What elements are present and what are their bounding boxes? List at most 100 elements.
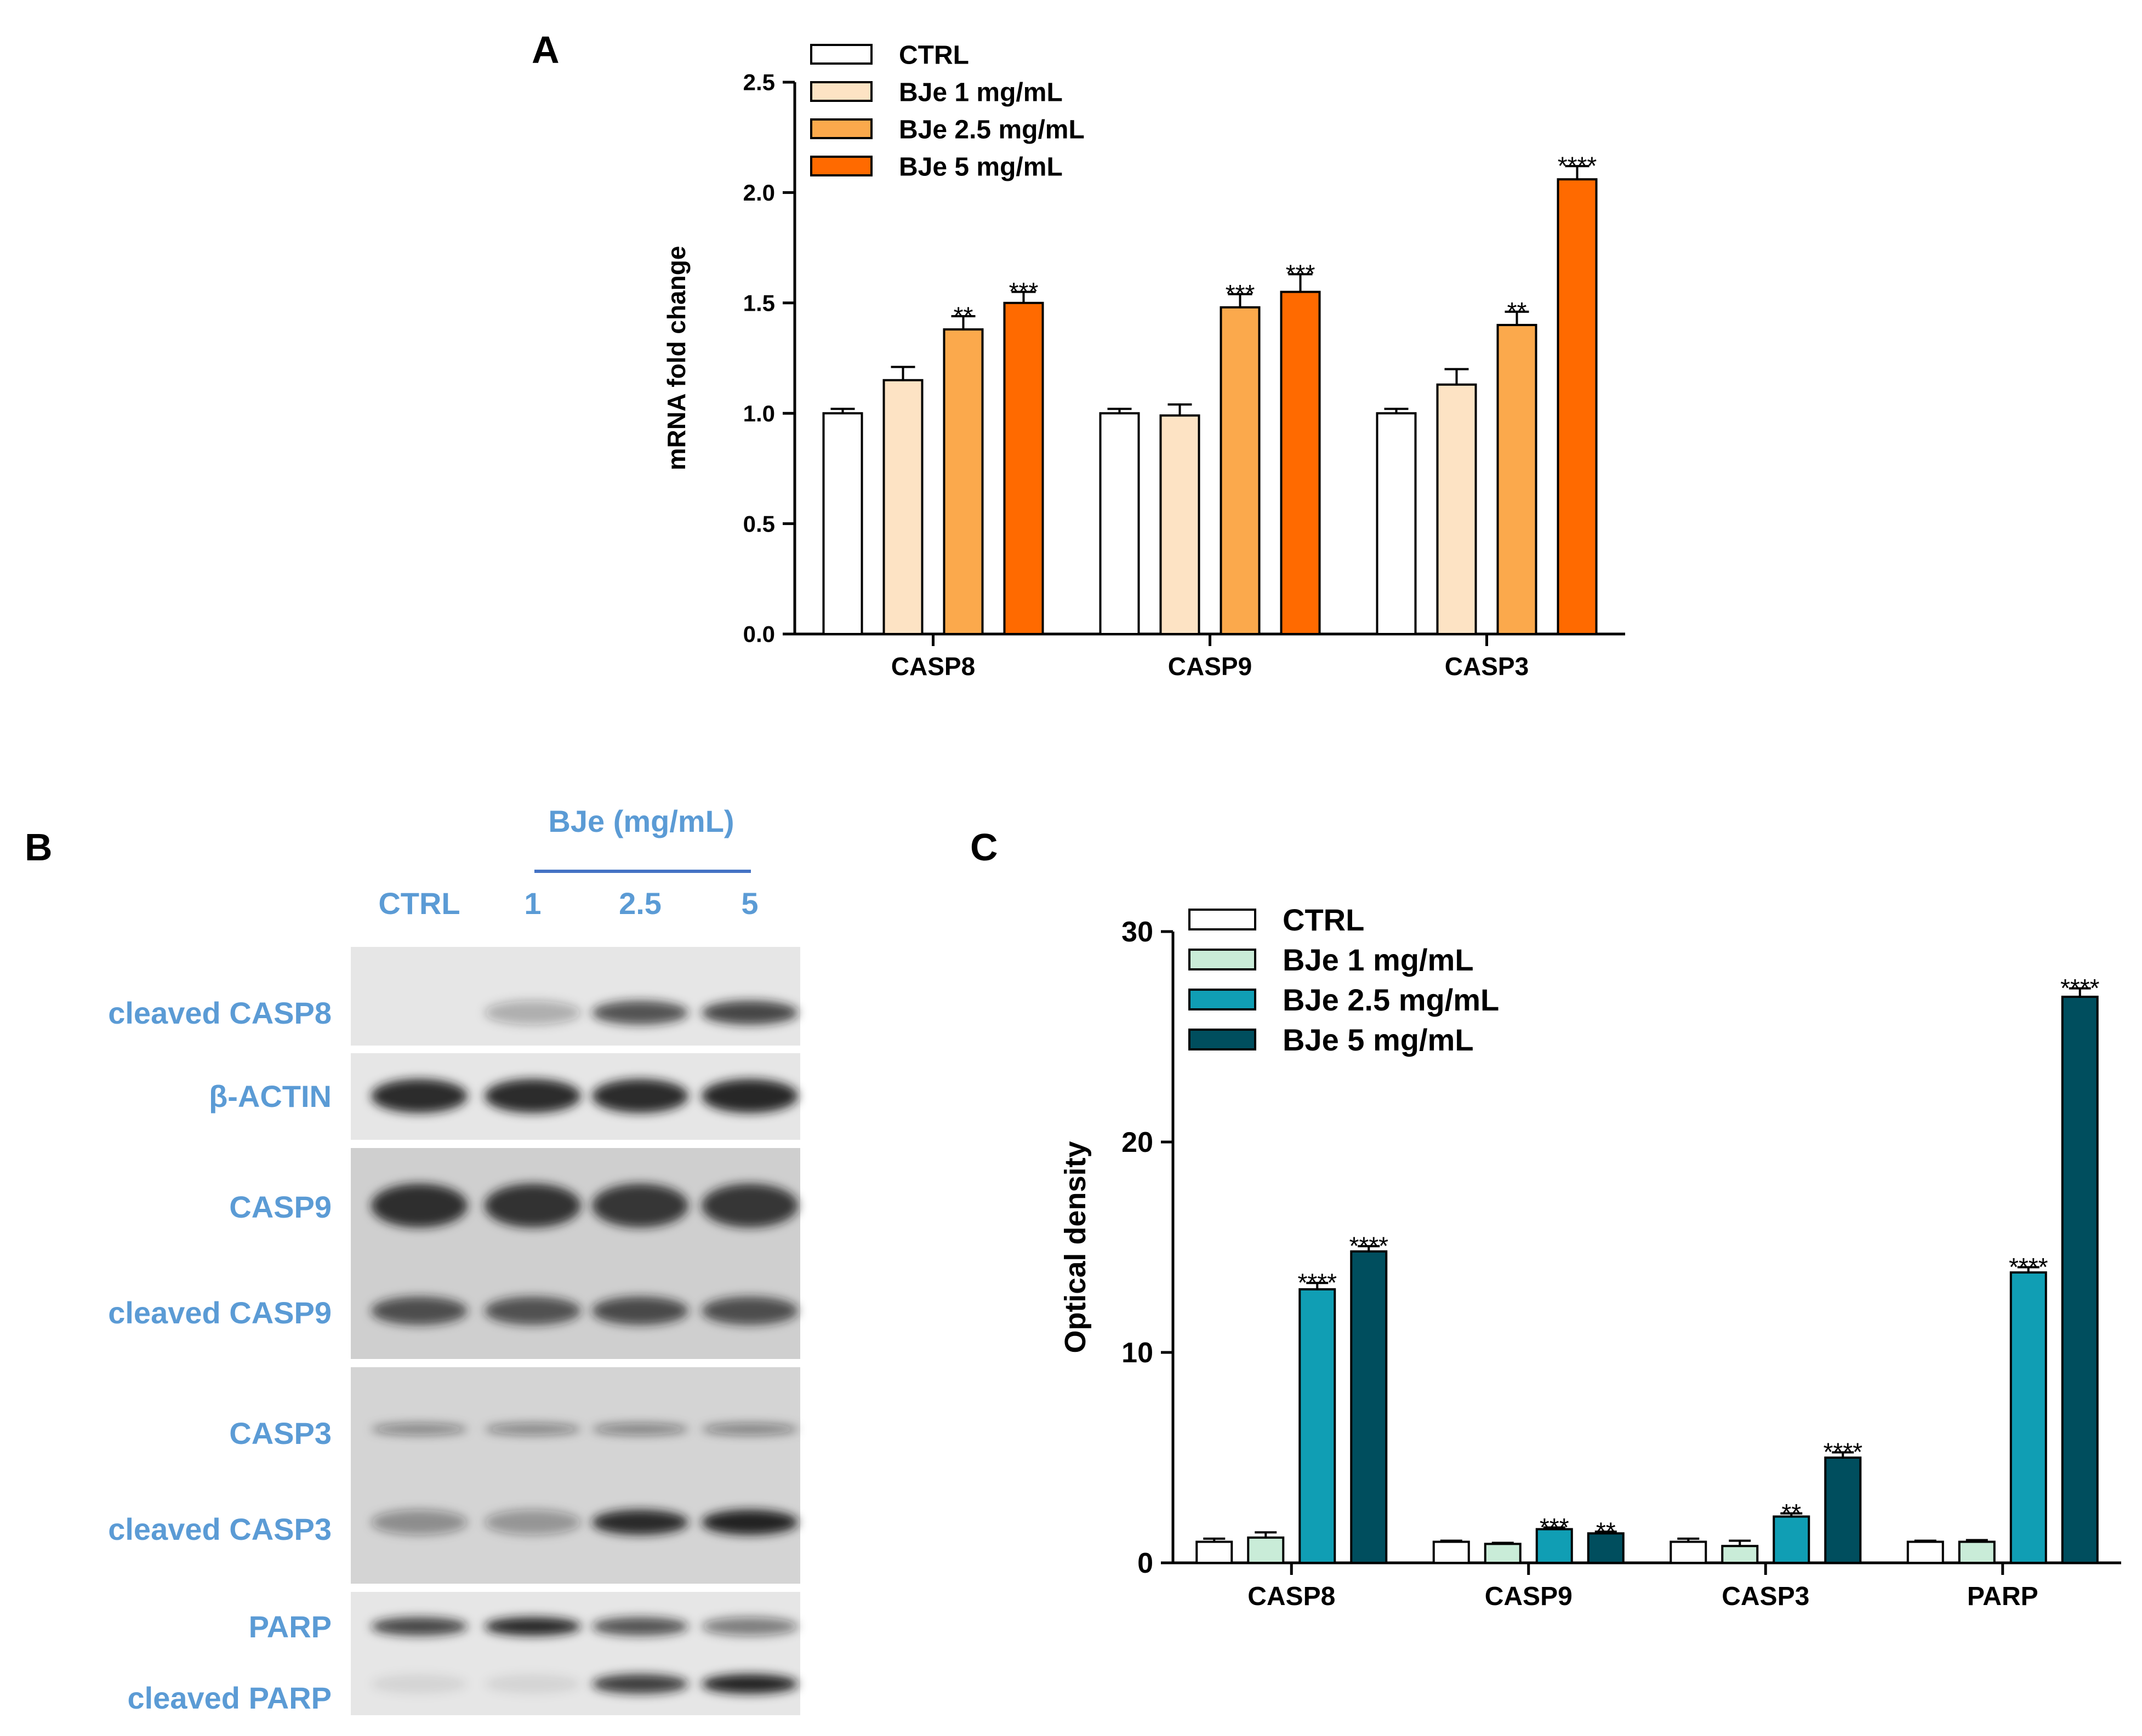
undefined-y-axis-title: Optical density [1059,1141,1092,1353]
undefined-legend-swatch-bje-2-5-mg-ml [810,118,873,139]
blot-treatment-header: BJe (mg/mL) [548,804,734,838]
blot-row-label-cleaved-casp3: cleaved CASP3 [108,1512,332,1546]
blot-lane-label-1: 1 [524,886,541,921]
undefined-error-bar [1440,1539,1462,1542]
undefined-x-tick-label-casp8: CASP8 [1247,1582,1335,1611]
undefined-bar-casp3-bje-5-mg-ml [1824,1457,1862,1564]
undefined-error-bar [1729,1539,1751,1546]
undefined-significance-label: **** [2060,974,2100,1002]
undefined-error-bar [1565,165,1590,180]
undefined-error-bar [1491,1541,1514,1544]
undefined-error-bar [1832,1451,1854,1458]
blot-membrane [351,1367,800,1584]
undefined-error-bar [1167,403,1192,416]
undefined-error-bar [951,315,976,330]
undefined-significance-label: ** [1507,297,1527,326]
blot-band-casp3-lane-3 [592,1423,688,1435]
blot-row-label-cleaved-casp9: cleaved CASP9 [108,1295,332,1330]
undefined-y-tick-label: 1.0 [743,401,775,426]
undefined-y-tick-label: 0.0 [743,621,775,647]
blot-band-cleaved-casp3-lane-4 [702,1510,798,1535]
blot-band-cleaved-casp9-lane-2 [485,1297,581,1325]
undefined-error-bar [1011,290,1036,303]
blot-band-cleaved-casp9-lane-3 [592,1297,688,1325]
undefined-legend-label-bje-2-5-mg-ml: BJe 2.5 mg/mL [899,115,1085,144]
undefined-error-bar [2017,1266,2040,1273]
undefined-error-bar [1966,1539,1988,1542]
undefined-legend-label-bje-2-5-mg-ml: BJe 2.5 mg/mL [1283,983,1499,1017]
blot-row-label-actin: β-ACTIN [209,1079,332,1113]
undefined-y-tick-label: 2.0 [743,180,775,205]
blot-band-actin-lane-2 [485,1079,581,1113]
blot-row-label-parp: PARP [249,1609,332,1644]
undefined-y-tick-label: 0 [1137,1547,1153,1579]
undefined-y-tick-label: 30 [1121,916,1153,948]
undefined-significance-label: ** [954,301,973,330]
undefined-error-bar [1594,1531,1617,1534]
blot-band-casp9-lane-1 [371,1184,468,1227]
undefined-x-tick-label-casp8: CASP8 [891,652,975,681]
blot-band-casp3-lane-2 [485,1423,581,1435]
undefined-y-axis-title: mRNA fold change [662,246,691,471]
undefined-significance-label: ** [1596,1517,1616,1545]
blot-band-parp-lane-2 [485,1617,581,1636]
blot-lane-label-ctrl: CTRL [378,886,460,921]
undefined-error-bar [1505,310,1529,326]
undefined-x-tick-label-casp3: CASP3 [1445,652,1529,681]
undefined-legend-swatch-ctrl [810,44,873,65]
undefined-legend-swatch-bje-5-mg-ml [1188,1029,1256,1050]
blot-band-cleaved-casp8-lane-3 [592,1001,688,1025]
undefined-legend-label-bje-5-mg-ml: BJe 5 mg/mL [899,152,1063,181]
undefined-bar-casp9-bje-2-5-mg-ml [1535,1528,1573,1564]
undefined-significance-label: **** [2009,1253,2048,1281]
undefined-significance-label: **** [1823,1438,1862,1466]
undefined-significance-label: **** [1349,1231,1388,1260]
undefined-bar-casp3-ctrl [1376,412,1417,635]
undefined-bar-casp8-ctrl [822,412,863,635]
blot-band-parp-lane-3 [592,1617,688,1636]
undefined-y-tick-label: 1.5 [743,290,775,316]
blot-band-casp3-lane-4 [702,1423,798,1435]
undefined-error-bar [891,366,915,380]
undefined-bar-casp8-bje-5-mg-ml [1003,301,1044,635]
blot-band-casp9-lane-2 [485,1184,581,1227]
undefined-y-tick-label: 20 [1121,1127,1153,1158]
undefined-bar-casp8-ctrl [1195,1540,1233,1564]
undefined-error-bar [1203,1537,1226,1542]
undefined-error-bar [1914,1539,1936,1542]
blot-row-label-casp3: CASP3 [229,1416,332,1451]
undefined-bar-casp3-bje-1-mg-ml [1436,383,1477,635]
undefined-y-tick-label: 0.5 [743,511,775,536]
undefined-error-bar [1677,1537,1700,1542]
undefined-bar-casp9-ctrl [1099,412,1140,635]
undefined-bar-casp9-bje-1-mg-ml [1159,414,1200,636]
undefined-bar-casp9-bje-5-mg-ml [1280,290,1321,635]
undefined-bar-parp-bje-2-5-mg-ml [2009,1271,2047,1564]
western-blot-panel: BJe (mg/mL) CTRL 1 2.5 5 cleaved CASP8 β-ACT… [108,804,800,1715]
undefined-significance-label: *** [1286,260,1315,288]
undefined-legend-label-ctrl: CTRL [1283,903,1364,937]
undefined-bar-casp3-bje-2-5-mg-ml [1496,324,1537,635]
undefined-y-tick-label: 2.5 [743,70,775,95]
undefined-bar-casp3-bje-2-5-mg-ml [1773,1515,1810,1564]
panel-label-c: C [970,826,998,869]
undefined-error-bar [1358,1245,1380,1252]
undefined-error-bar [1288,273,1313,292]
undefined-significance-label: *** [1540,1513,1569,1541]
undefined-significance-label: *** [1009,277,1039,306]
blot-lane-label-2-5: 2.5 [619,886,662,921]
blot-band-parp-lane-1 [371,1617,468,1636]
undefined-error-bar [1255,1531,1277,1538]
undefined-bar-casp9-bje-1-mg-ml [1484,1543,1522,1564]
blot-band-cleaved-parp-lane-3 [592,1674,688,1694]
undefined-bar-casp9-bje-2-5-mg-ml [1220,306,1261,635]
blot-band-cleaved-casp8-lane-4 [702,1001,798,1025]
blot-band-casp9-lane-3 [592,1184,688,1227]
blot-membrane [351,1592,800,1715]
blot-row-label-cleaved-parp: cleaved PARP [128,1681,332,1715]
undefined-error-bar [1780,1512,1803,1517]
undefined-significance-label: **** [1558,151,1597,180]
undefined-y-tick-label: 10 [1121,1337,1153,1369]
undefined-error-bar [1384,408,1409,414]
